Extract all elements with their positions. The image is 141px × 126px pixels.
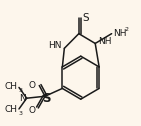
Text: 3: 3 <box>19 88 23 93</box>
Text: 2: 2 <box>124 27 128 32</box>
Text: NH: NH <box>114 29 127 38</box>
Text: S: S <box>42 92 50 105</box>
Text: CH: CH <box>4 82 17 91</box>
Text: N: N <box>19 94 26 103</box>
Text: NH: NH <box>98 37 112 46</box>
Text: 3: 3 <box>19 111 23 116</box>
Text: S: S <box>83 13 89 23</box>
Text: CH: CH <box>4 105 17 114</box>
Text: HN: HN <box>48 41 61 50</box>
Text: O: O <box>28 106 35 115</box>
Text: O: O <box>28 81 35 90</box>
